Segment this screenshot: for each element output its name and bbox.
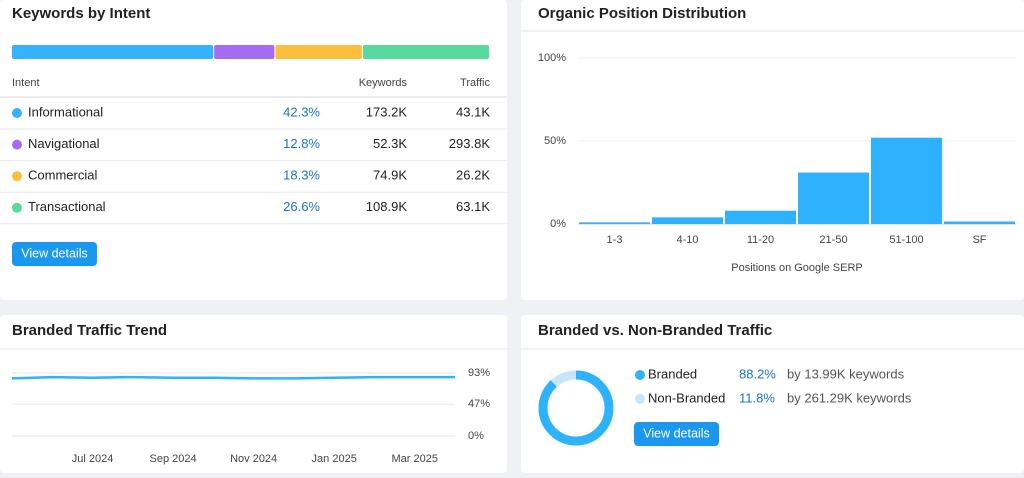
- x-axis-label: Positions on Google SERP: [731, 262, 862, 274]
- intent-name: Transactional: [28, 199, 106, 214]
- column-header: Keywords: [359, 77, 408, 89]
- legend-dot: [12, 108, 22, 118]
- bar: [652, 217, 723, 224]
- intent-share: 18.3%: [283, 168, 320, 183]
- legend-value: 88.2%: [739, 366, 776, 381]
- intent-traffic: 293.8K: [449, 136, 491, 151]
- intent-traffic: 43.1K: [456, 104, 490, 119]
- x-tick-label: 4-10: [676, 234, 698, 246]
- x-tick-label: Jan 2025: [312, 453, 357, 465]
- bar: [871, 137, 942, 224]
- intent-traffic: 63.1K: [456, 199, 490, 214]
- x-tick-label: Sep 2024: [150, 453, 197, 465]
- x-tick-label: Jul 2024: [72, 453, 114, 465]
- legend-dot: [12, 171, 22, 182]
- bar: [944, 221, 1015, 224]
- intent-share: 12.8%: [283, 136, 320, 151]
- view-details-button[interactable]: [12, 242, 97, 266]
- intent-segment: [12, 45, 214, 59]
- x-tick-label: Nov 2024: [230, 453, 277, 465]
- legend-dot: [635, 394, 645, 404]
- intent-segment: [362, 45, 489, 59]
- button-label[interactable]: View details: [21, 246, 87, 260]
- intent-traffic: 26.2K: [456, 168, 490, 183]
- panel: [0, 315, 507, 473]
- intent-keywords: 173.2K: [366, 104, 408, 119]
- intent-segment: [214, 45, 275, 59]
- legend-keywords: by 13.99K keywords: [787, 366, 905, 381]
- legend-dot: [635, 370, 645, 380]
- button-label[interactable]: View details: [643, 426, 709, 440]
- bar: [725, 210, 796, 224]
- intent-keywords: 52.3K: [373, 136, 407, 151]
- intent-name: Commercial: [28, 168, 97, 183]
- panel-title: Branded Traffic Trend: [12, 322, 167, 339]
- y-tick-label: 0%: [468, 430, 484, 442]
- y-tick-label: 93%: [468, 367, 490, 379]
- bar: [798, 172, 869, 224]
- column-header: Intent: [12, 77, 40, 89]
- intent-keywords: 74.9K: [373, 168, 407, 183]
- intent-segment: [275, 45, 362, 59]
- legend-keywords: by 261.29K keywords: [787, 390, 912, 405]
- panel-title: Keywords by Intent: [12, 5, 150, 22]
- column-header: Traffic: [460, 77, 490, 89]
- intent-name: Navigational: [28, 136, 100, 151]
- panel: [0, 0, 507, 300]
- y-tick-label: 50%: [544, 135, 566, 147]
- x-tick-label: SF: [972, 234, 986, 246]
- x-tick-label: 21-50: [819, 234, 847, 246]
- legend-value: 11.8%: [739, 390, 775, 405]
- legend-name: Non-Branded: [648, 390, 725, 405]
- y-tick-label: 100%: [538, 52, 566, 64]
- intent-share: 42.3%: [283, 104, 320, 119]
- panel: [521, 0, 1024, 300]
- legend-dot: [12, 202, 22, 213]
- y-tick-label: 47%: [468, 398, 490, 410]
- x-tick-label: 1-3: [607, 234, 623, 246]
- legend-dot: [12, 139, 22, 150]
- y-tick-label: 0%: [550, 218, 566, 230]
- trend-line: [11, 375, 455, 380]
- bar: [579, 222, 650, 224]
- intent-share: 26.6%: [283, 199, 320, 214]
- donut-segment: [538, 370, 614, 446]
- x-tick-label: Mar 2025: [391, 453, 437, 465]
- intent-keywords: 108.9K: [366, 199, 408, 214]
- legend-name: Branded: [648, 366, 697, 381]
- view-details-button[interactable]: [634, 422, 719, 446]
- panel-title: Organic Position Distribution: [538, 5, 746, 22]
- x-tick-label: 11-20: [747, 234, 774, 246]
- x-tick-label: 51-100: [889, 234, 923, 246]
- panel-title: Branded vs. Non-Branded Traffic: [538, 322, 772, 339]
- intent-name: Informational: [28, 104, 103, 119]
